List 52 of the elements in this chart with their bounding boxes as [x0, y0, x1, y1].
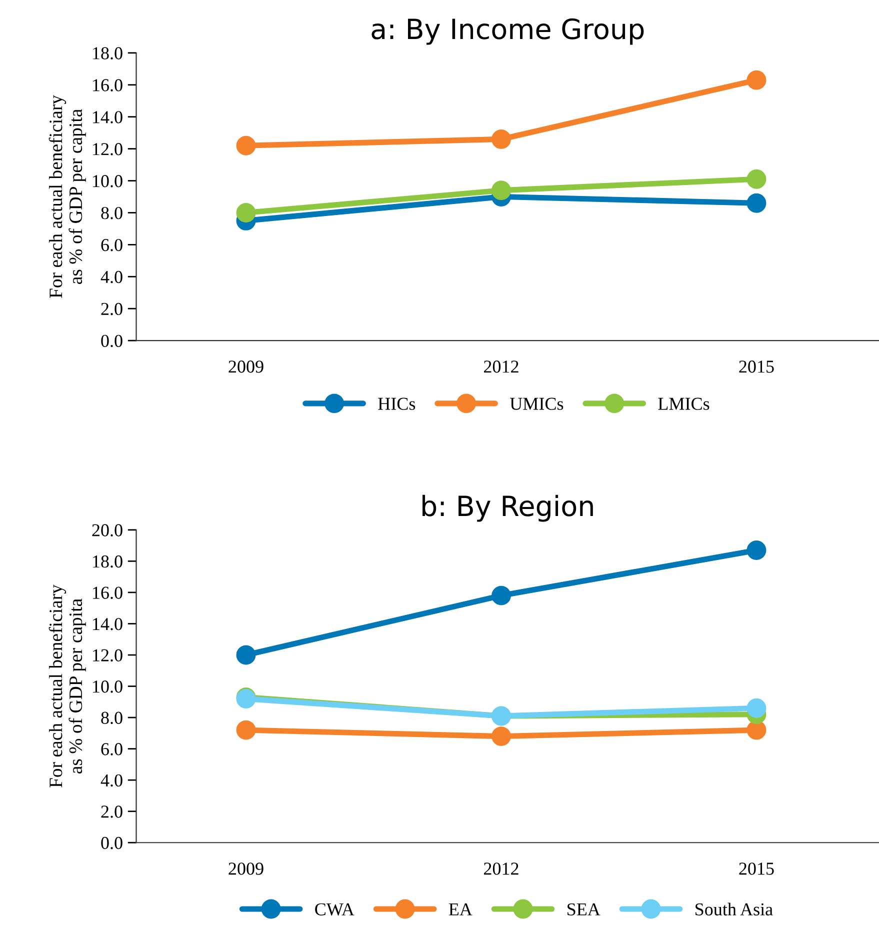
point — [492, 726, 511, 746]
y-tick-label: 18.0 — [93, 47, 122, 60]
x-tick-label: 2009 — [228, 862, 264, 875]
y-tick-label: 16.0 — [93, 586, 122, 599]
chart-title: a: By Income Group — [372, 18, 644, 45]
y-tick-label: 2.0 — [101, 806, 122, 818]
legend-label: SEA — [568, 903, 600, 916]
y-tick-label: 4.0 — [100, 774, 122, 787]
point — [746, 70, 766, 90]
y-tick-label: 12.0 — [93, 649, 122, 662]
x-tick-label: 2012 — [484, 862, 518, 875]
point — [492, 586, 511, 606]
y-tick-label: 18.0 — [93, 555, 122, 568]
y-tick-label: 10.0 — [93, 175, 122, 188]
y-tick-label: 0.0 — [101, 334, 122, 348]
legend-label: EA — [448, 903, 472, 916]
point — [746, 169, 766, 189]
point — [492, 180, 511, 200]
x-tick-label: 2015 — [739, 360, 774, 373]
y-tick-label: 2.0 — [101, 302, 122, 316]
point — [746, 540, 766, 560]
y-tick-label: 16.0 — [93, 79, 122, 92]
legend-label: LMICs — [658, 398, 710, 410]
y-tick-label: 12.0 — [93, 143, 122, 156]
y-tick-label: 6.0 — [101, 743, 122, 756]
y-tick-label: 8.0 — [101, 712, 122, 724]
legend-label: South Asia — [696, 902, 773, 916]
legend-label: UMICs — [510, 398, 564, 410]
y-tick-label: 8.0 — [101, 206, 122, 220]
legend-label: CWA — [315, 903, 354, 916]
y-tick-label: 20.0 — [92, 524, 122, 536]
x-tick-label: 2009 — [228, 360, 264, 373]
y-axis-title: For each actual beneficiary as % of GDP per capita — [48, 584, 86, 788]
y-tick-label: 14.0 — [93, 618, 122, 630]
chart-title: b: By Region — [422, 494, 593, 522]
y-tick-label: 0.0 — [101, 836, 122, 850]
y-tick-label: 6.0 — [101, 238, 122, 252]
point — [746, 720, 766, 740]
y-tick-label: 4.0 — [100, 270, 122, 284]
y-axis-title: For each actual beneficiary as % of GDP per capita — [48, 95, 86, 298]
y-tick-label: 10.0 — [93, 680, 122, 693]
point — [746, 698, 766, 718]
x-tick-label: 2012 — [484, 360, 518, 373]
y-tick-label: 14.0 — [93, 111, 122, 124]
point — [236, 645, 256, 665]
x-tick-label: 2015 — [739, 862, 774, 875]
point — [236, 720, 256, 740]
point — [746, 193, 766, 213]
point — [492, 129, 511, 149]
legend-label: HICs — [378, 398, 416, 410]
point — [236, 202, 256, 222]
point — [236, 136, 256, 156]
